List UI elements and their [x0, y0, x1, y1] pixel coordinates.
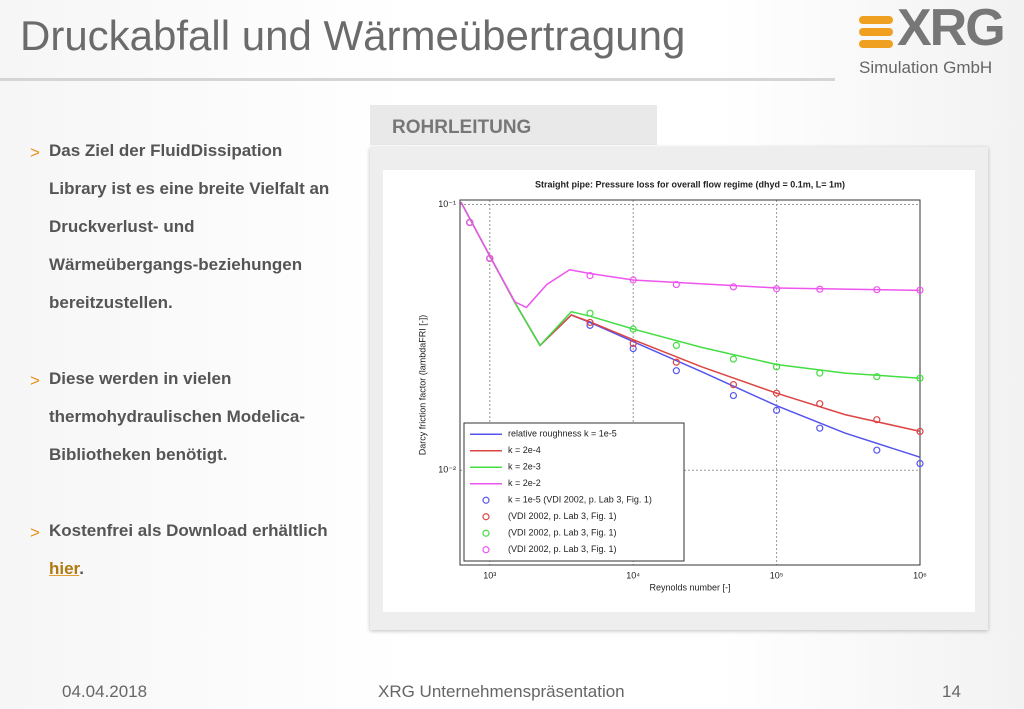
bullet-text: Das Ziel der FluidDissipation Library is… [49, 141, 330, 312]
legend: relative roughness k = 1e-5 k = 2e-4 k = 2… [463, 422, 685, 562]
data-point [873, 286, 881, 294]
download-link[interactable]: hier [49, 559, 80, 578]
footer-date: 04.04.2018 [62, 682, 148, 701]
data-point [873, 446, 881, 454]
series-line [460, 201, 921, 309]
data-point [873, 416, 881, 424]
legend-label: k = 2e-3 [508, 462, 541, 472]
data-point [629, 344, 637, 353]
data-point [629, 339, 637, 348]
data-point [772, 363, 781, 371]
logo-subtitle: Simulation GmbH [859, 58, 993, 77]
data-point [873, 373, 881, 381]
bullet: Das Ziel der FluidDissipation Library is… [30, 132, 330, 322]
y-tick-label: 10⁻¹ [438, 199, 456, 209]
x-tick-label: 10³ [483, 570, 496, 580]
legend-label: k = 2e-2 [508, 478, 541, 488]
bullet-text: Kostenfrei als Download erhältlich [49, 521, 328, 540]
legend-box [463, 422, 685, 562]
data-point [586, 272, 594, 280]
data-point [629, 276, 637, 284]
data-point [729, 355, 738, 363]
bullet-text: . [79, 559, 84, 578]
legend-label: (VDI 2002, p. Lab 3, Fig. 1) [508, 511, 617, 521]
logo: XRG Simulation GmbH [855, 0, 1020, 80]
bullet-text: Diese werden in vielen thermohydraulisch… [49, 369, 305, 464]
bullet-list: Das Ziel der FluidDissipation Library is… [30, 132, 330, 626]
series-line [460, 201, 921, 433]
data-point [816, 285, 824, 293]
data-point [772, 285, 781, 293]
plot-frame [459, 199, 921, 566]
tab: ROHRLEITUNG [370, 105, 657, 145]
logo-text: XRG [897, 0, 1006, 57]
x-tick-label: 10⁴ [626, 570, 640, 580]
header-rule [0, 78, 835, 81]
series-line [460, 201, 921, 379]
data-point [629, 325, 637, 333]
chart-title: Straight pipe: Pressure loss for overall… [535, 179, 845, 189]
data-point [672, 280, 680, 289]
slide-title: Druckabfall und Wärmeübertragung [20, 12, 686, 59]
legend-label: (VDI 2002, p. Lab 3, Fig. 1) [508, 528, 617, 538]
data-point [586, 309, 594, 317]
data-point [466, 218, 474, 227]
data-point [729, 391, 738, 400]
data-point [916, 286, 924, 294]
y-tick-label: 10⁻² [438, 465, 456, 475]
y-axis-label: Darcy friction factor (lambdaFRI [-]) [417, 315, 427, 456]
legend-symbol [482, 546, 490, 554]
data-point [586, 318, 594, 327]
logo-stripe [859, 40, 893, 48]
data-point [672, 358, 680, 366]
x-tick-label: 10⁶ [913, 570, 927, 580]
legend-symbol [482, 513, 490, 521]
legend-symbol [482, 496, 490, 504]
footer-page: 14 [942, 682, 961, 701]
data-point [916, 459, 924, 468]
data-point [672, 367, 680, 375]
legend-label: (VDI 2002, p. Lab 3, Fig. 1) [508, 544, 617, 554]
data-point [816, 424, 824, 432]
chart: Straight pipe: Pressure loss for overall… [383, 170, 975, 612]
x-tick-label: 10⁵ [770, 570, 784, 580]
tab-label: ROHRLEITUNG [392, 117, 532, 138]
data-point [586, 321, 594, 329]
data-point [672, 341, 680, 350]
x-axis-label: Reynolds number [-] [649, 582, 730, 592]
logo-stripe [859, 28, 893, 36]
bullet: Kostenfrei als Download erhältlich hier. [30, 512, 330, 588]
footer-title: XRG Unternehmenspräsentation [378, 682, 625, 701]
legend-symbol [482, 529, 490, 537]
data-point [772, 406, 781, 414]
data-point [816, 400, 824, 408]
logo-stripe [859, 16, 893, 24]
data-point [816, 369, 824, 377]
legend-label: k = 2e-4 [508, 445, 541, 455]
legend-label: k = 1e-5 (VDI 2002, p. Lab 3, Fig. 1) [508, 495, 652, 505]
data-point [729, 283, 738, 291]
data-point [772, 389, 781, 397]
data-point [916, 374, 924, 382]
data-point [916, 427, 924, 436]
data-point [729, 381, 738, 389]
legend-label: relative roughness k = 1e-5 [508, 429, 617, 439]
data-point [486, 254, 494, 262]
series-line [460, 201, 921, 458]
bullet: Diese werden in vielen thermohydraulisch… [30, 360, 330, 474]
